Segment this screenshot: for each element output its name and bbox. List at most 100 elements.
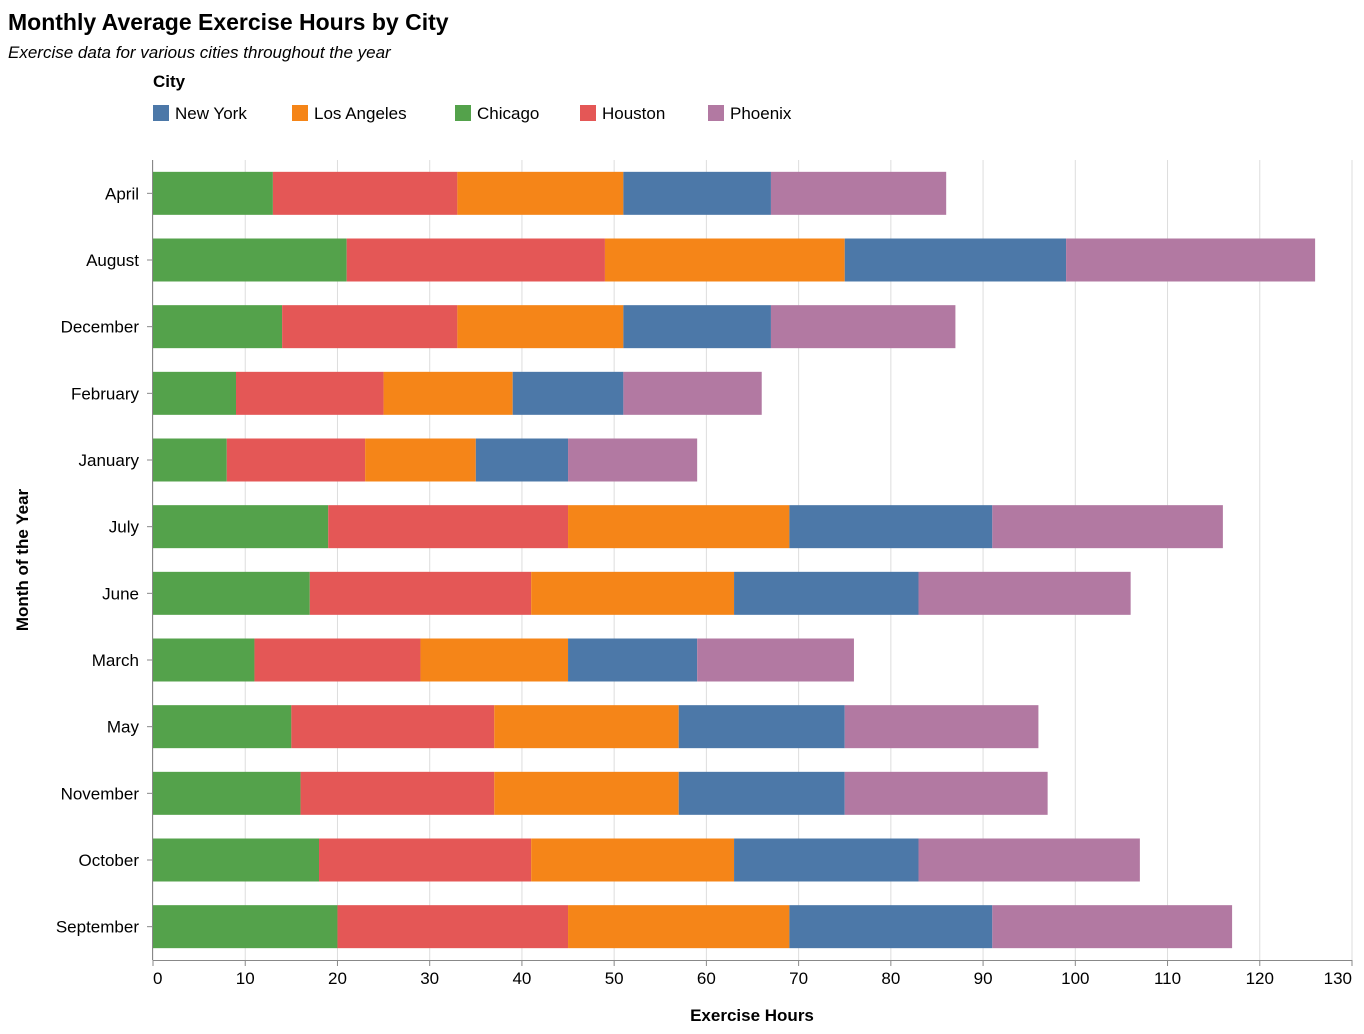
bar-segment bbox=[844, 238, 1067, 282]
bar-segment bbox=[568, 438, 698, 482]
legend-swatch bbox=[580, 105, 596, 121]
legend-item: Chicago bbox=[455, 104, 539, 123]
bar-segment bbox=[153, 438, 227, 482]
bar-segment bbox=[623, 305, 771, 349]
bar-segment bbox=[844, 771, 1048, 815]
y-tick-label: February bbox=[71, 384, 140, 403]
y-axis-title: Month of the Year bbox=[13, 488, 32, 631]
bar-segment bbox=[734, 838, 919, 882]
bar-segment bbox=[346, 238, 605, 282]
bar-segment bbox=[153, 638, 255, 682]
x-axis-title: Exercise Hours bbox=[690, 1006, 814, 1025]
bar-segment bbox=[319, 838, 532, 882]
gridlines bbox=[152, 160, 1353, 960]
y-tick-label: June bbox=[102, 584, 139, 603]
bar-segment bbox=[420, 638, 569, 682]
bar-segment bbox=[678, 771, 845, 815]
y-tick-label: December bbox=[61, 318, 140, 337]
x-tick-label: 120 bbox=[1246, 969, 1274, 988]
bar-segment bbox=[844, 705, 1039, 749]
bar-segment bbox=[512, 371, 624, 415]
bar-segment bbox=[282, 305, 458, 349]
bar-segment bbox=[623, 371, 762, 415]
y-tick-label: November bbox=[61, 784, 140, 803]
x-tick-label: 20 bbox=[328, 969, 347, 988]
bar-segment bbox=[918, 838, 1140, 882]
bar-segment bbox=[153, 371, 237, 415]
bar-segment bbox=[153, 505, 329, 549]
bar-segment bbox=[918, 571, 1131, 615]
x-tick-label: 130 bbox=[1324, 969, 1352, 988]
axes: 0 10 20 30 40 50 60 70 80 90 100 110 120 130 April Augu… bbox=[56, 160, 1353, 988]
bar-segment bbox=[153, 305, 283, 349]
bar-segment bbox=[531, 838, 735, 882]
bar-segment bbox=[494, 771, 679, 815]
legend-label: Phoenix bbox=[730, 104, 792, 123]
x-tick-label: 70 bbox=[789, 969, 808, 988]
bar-segment bbox=[153, 771, 301, 815]
legend-label: New York bbox=[175, 104, 247, 123]
x-tick-label: 100 bbox=[1061, 969, 1089, 988]
bar-segment bbox=[383, 371, 513, 415]
bar-segment bbox=[623, 171, 771, 215]
bar-segment bbox=[1066, 238, 1316, 282]
bar-segment bbox=[153, 571, 310, 615]
bar-segment bbox=[300, 771, 495, 815]
y-tick-label: October bbox=[79, 851, 140, 870]
legend-swatch bbox=[153, 105, 169, 121]
x-tick-label: 60 bbox=[697, 969, 716, 988]
y-tick-label: March bbox=[92, 651, 139, 670]
bar-segment bbox=[328, 505, 569, 549]
bar-segment bbox=[770, 305, 956, 349]
y-tick-label: January bbox=[79, 451, 140, 470]
bar-segment bbox=[992, 905, 1233, 949]
bar-segment bbox=[568, 638, 698, 682]
bar-segment bbox=[153, 171, 273, 215]
legend-label: Houston bbox=[602, 104, 665, 123]
bar-segment bbox=[254, 638, 421, 682]
bar-segment bbox=[531, 571, 735, 615]
legend-label: Los Angeles bbox=[314, 104, 407, 123]
bar-segment bbox=[153, 838, 320, 882]
y-tick-label: July bbox=[109, 518, 140, 537]
legend-swatch bbox=[455, 105, 471, 121]
bar-segment bbox=[789, 905, 993, 949]
legend-swatch bbox=[292, 105, 308, 121]
bar-segment bbox=[365, 438, 476, 482]
bar-segment bbox=[457, 171, 624, 215]
y-tick-label: September bbox=[56, 918, 139, 937]
bar-segment bbox=[153, 905, 338, 949]
bar-segment bbox=[734, 571, 919, 615]
bar-segment bbox=[236, 371, 384, 415]
chart-title: Monthly Average Exercise Hours by City bbox=[8, 9, 449, 35]
x-tick-label: 40 bbox=[512, 969, 531, 988]
bar-segment bbox=[272, 171, 458, 215]
bar-segment bbox=[568, 905, 790, 949]
bar-segment bbox=[226, 438, 366, 482]
y-tick-label: August bbox=[86, 251, 139, 270]
bar-segment bbox=[604, 238, 845, 282]
bar-segment bbox=[475, 438, 569, 482]
bar-segment bbox=[494, 705, 679, 749]
x-tick-label: 80 bbox=[881, 969, 900, 988]
legend: City New York Los Angeles Chicago Houston Ph… bbox=[153, 72, 792, 123]
bar-segment bbox=[789, 505, 993, 549]
bars bbox=[153, 171, 1316, 949]
x-tick-label: 0 bbox=[153, 969, 162, 988]
bar-segment bbox=[697, 638, 854, 682]
bar-segment bbox=[992, 505, 1223, 549]
bar-segment bbox=[568, 505, 790, 549]
legend-item: New York bbox=[153, 104, 247, 123]
bar-segment bbox=[309, 571, 532, 615]
legend-swatch bbox=[708, 105, 724, 121]
y-tick-label: April bbox=[105, 184, 139, 203]
chart-subtitle: Exercise data for various cities through… bbox=[8, 43, 392, 62]
bar-segment bbox=[291, 705, 495, 749]
x-tick-label: 30 bbox=[420, 969, 439, 988]
legend-title: City bbox=[153, 72, 186, 91]
bar-segment bbox=[337, 905, 569, 949]
bar-segment bbox=[153, 238, 347, 282]
bar-segment bbox=[457, 305, 624, 349]
x-tick-label: 10 bbox=[236, 969, 255, 988]
